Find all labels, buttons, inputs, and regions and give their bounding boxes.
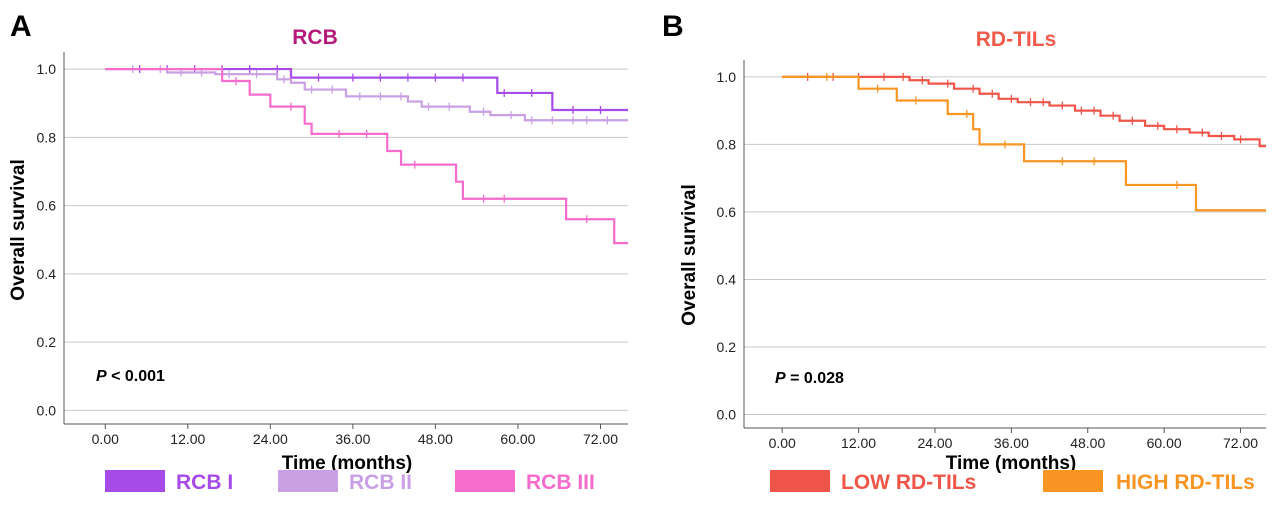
panel-b-x-tick-label: 24.00: [917, 435, 952, 451]
panel-b-legend-label-high-rd-tils: HIGH RD-TILs: [1116, 471, 1255, 494]
panel-b-y-tick-label: 0.0: [717, 406, 737, 422]
panel-a-x-tick-label: 12.00: [170, 431, 205, 447]
panel-a-y-tick-label: 0.8: [37, 129, 57, 145]
panel-b-p-value-symbol: P: [775, 370, 786, 387]
panel-a-p-value-text: < 0.001: [107, 368, 165, 385]
panel-a-y-tick-label: 0.6: [37, 198, 57, 214]
panel-a-x-tick-label: 24.00: [253, 431, 288, 447]
panel-a-x-tick-label: 48.00: [418, 431, 453, 447]
panel-b-x-tick-label: 12.00: [841, 435, 876, 451]
panel-b-y-tick-label: 0.6: [717, 204, 737, 220]
panel-b-y-tick-label: 0.2: [717, 339, 737, 355]
panel-a-p-value: P < 0.001: [96, 368, 165, 385]
panel-b-p-value: P = 0.028: [775, 370, 844, 387]
panel-a-series-rcb-i: [105, 67, 628, 112]
panel-b-y-tick-label: 1.0: [717, 69, 737, 85]
panel-b-series-high-rd-tils: [782, 75, 1266, 212]
panel-b-chart: RD-TILs 0.0 0.2 0.4 0.6 0.8 1.0 0.00 12.00 24.00 3…: [679, 28, 1266, 494]
panel-a-y-axis-label: Overall survival: [8, 159, 29, 301]
panel-b-x-tick-label: 72.00: [1223, 435, 1258, 451]
panel-a-legend-swatch-rcb-iii: [455, 470, 515, 492]
panel-a-x-tick-label: 0.00: [92, 431, 119, 447]
panel-a-p-value-symbol: P: [96, 368, 107, 385]
panel-b-legend-label-low-rd-tils: LOW RD-TILs: [841, 471, 976, 494]
panel-a-title: RCB: [292, 26, 338, 49]
panel-a-legend-label-rcb-i: RCB I: [176, 471, 233, 494]
panel-b-y-tick-label: 0.4: [717, 271, 737, 287]
panel-a-y-tick-label: 0.0: [37, 402, 57, 418]
panel-a-letter: A: [10, 10, 32, 43]
panel-a-y-tick-label: 0.4: [37, 266, 57, 282]
panel-a-x-tick-label: 60.00: [500, 431, 535, 447]
panel-b-x-tick-label: 36.00: [994, 435, 1029, 451]
panel-b-series-low-rd-tils: [782, 75, 1266, 148]
panel-a-series-rcb-iii: [105, 67, 628, 245]
panel-a-chart: RCB 0.0 0.2 0.4 0.6 0.8 1.0 0.00 12.00 24.00 36.00…: [8, 26, 628, 494]
panel-b-x-tick-label: 60.00: [1147, 435, 1182, 451]
panel-a-series-rcb-ii: [105, 67, 628, 122]
panel-b-p-value-text: = 0.028: [786, 370, 844, 387]
panel-b-title: RD-TILs: [976, 28, 1057, 51]
panel-b-legend-swatch-low-rd-tils: [770, 470, 830, 492]
panel-a-legend-label-rcb-iii: RCB III: [526, 471, 595, 494]
panel-b-y-axis-label: Overall survival: [679, 184, 700, 326]
panel-a-legend-swatch-rcb-ii: [278, 470, 338, 492]
panel-b-x-axis-label: Time (months): [946, 453, 1077, 474]
panel-b-y-tick-label: 0.8: [717, 136, 737, 152]
panel-a-legend-swatch-rcb-i: [105, 470, 165, 492]
panel-a-legend-label-rcb-ii: RCB II: [349, 471, 412, 494]
panel-a-y-tick-label: 1.0: [37, 61, 57, 77]
panel-a-x-axis-label: Time (months): [282, 453, 413, 474]
panel-b-x-tick-label: 0.00: [769, 435, 796, 451]
panel-b-x-tick-label: 48.00: [1070, 435, 1105, 451]
panel-b-letter: B: [662, 10, 684, 43]
panel-a-x-tick-label: 36.00: [335, 431, 370, 447]
panel-a-x-tick-label: 72.00: [583, 431, 618, 447]
panel-a-y-tick-label: 0.2: [37, 334, 57, 350]
panel-b-legend-swatch-high-rd-tils: [1043, 470, 1103, 492]
